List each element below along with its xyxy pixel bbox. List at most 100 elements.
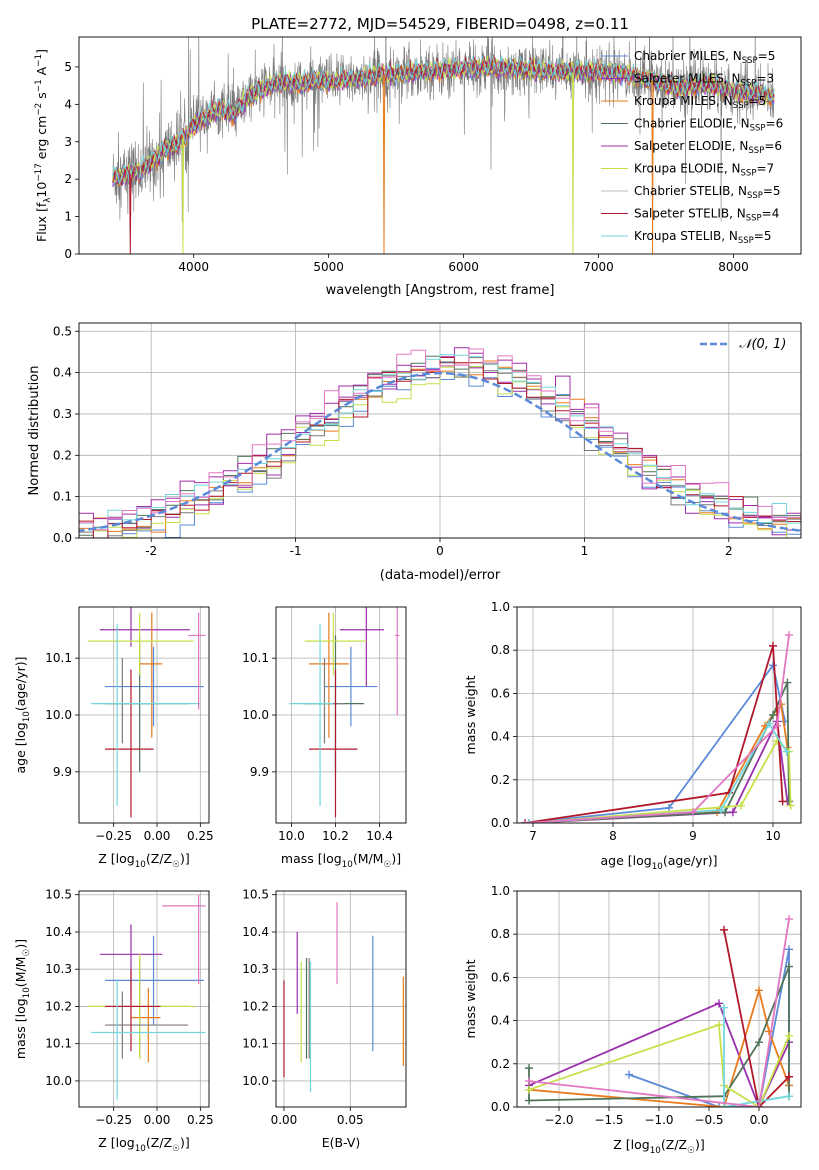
age_vs_mass-points (289, 607, 400, 818)
x-tick-label: 4000 (178, 260, 209, 274)
weight-marker (785, 915, 793, 924)
legend-label: Kroupa MILES, NSSP=5 (634, 94, 766, 111)
weight-marker (665, 803, 673, 812)
x-tick-label: 0.00 (144, 829, 171, 843)
y-tick-label: 0.0 (53, 531, 72, 545)
weight-marker (625, 1070, 633, 1079)
weight-line (723, 1007, 790, 1107)
weight-line (528, 721, 788, 823)
y-tick-label: 0 (64, 247, 72, 261)
x-tick-label: 0.25 (187, 1113, 214, 1127)
weight_vs_z-x-label: Z [log10​(Z/Z☉​)] (613, 1137, 704, 1156)
mass_vs_ebv-axes: 0.00 0.05 10.0 10.1 10.2 10.3 10.4 10.5 (242, 888, 406, 1127)
weight-marker (525, 1096, 533, 1105)
weight-marker (785, 631, 793, 640)
y-tick-label: 1.0 (491, 600, 510, 614)
y-tick-label: 9.9 (53, 765, 72, 779)
figure-title: PLATE=2772, MJD=54529, FIBERID=0498, z=0… (251, 15, 629, 33)
mass_vs_z-axes: −0.25 0.00 0.25 10.0 10.1 10.2 10.3 10.4 10.5 (45, 888, 213, 1127)
x-tick-label: 0.00 (271, 1113, 298, 1127)
weight-marker (785, 1072, 793, 1081)
y-tick-label: 10.0 (242, 708, 269, 722)
y-tick-label: 3 (64, 135, 72, 149)
model-line (112, 55, 775, 184)
age_vs_z-points (87, 607, 206, 818)
weight-marker (785, 962, 793, 971)
residual-histograms (79, 347, 801, 538)
spectrum-x-label: wavelength [Angstrom, rest frame] (326, 283, 555, 298)
y-tick-label: 1.0 (491, 884, 510, 898)
mass_vs_ebv-x-label: E(B-V) (322, 1135, 361, 1150)
y-tick-label: 9.9 (250, 765, 269, 779)
legend-label: Chabrier ELODIE, NSSP=6 (634, 117, 783, 134)
weight_vs_age-x-label: age [log10​(age/yr)] (600, 853, 717, 872)
x-tick-label: 8 (609, 829, 617, 843)
x-tick-label: 0.05 (337, 1113, 364, 1127)
age_vs_mass-axes: 10.0 10.2 10.4 9.9 10.0 10.1 (242, 607, 406, 843)
weight-marker (525, 1077, 533, 1086)
weight-marker (785, 945, 793, 954)
weight-marker (729, 808, 737, 817)
weight_vs_age-y-label: mass weight (463, 675, 478, 754)
weight-marker (769, 641, 777, 650)
weight-marker (737, 801, 745, 810)
weight-marker (720, 1003, 728, 1012)
weight-marker (782, 747, 791, 756)
x-tick-label: −1.5 (594, 1113, 623, 1127)
weight-marker (778, 797, 787, 806)
y-tick-label: 0.2 (53, 448, 72, 462)
residual-histogram (79, 348, 801, 538)
weight-marker (785, 1031, 793, 1040)
y-tick-label: 4 (64, 97, 72, 111)
age_vs_z-axes: −0.25 0.00 0.25 9.9 10.0 10.1 (45, 607, 214, 843)
mass_vs_z-x-label: Z [log10​(Z/Z☉​)] (98, 1135, 189, 1154)
x-tick-label: 6000 (448, 260, 479, 274)
x-tick-label: 0.0 (749, 1113, 768, 1127)
axes-frame (516, 606, 802, 824)
y-tick-label: 5 (64, 60, 72, 74)
age_vs_z-y-label: age [log10​(age/yr)] (13, 656, 32, 773)
weight_vs_age-lines (521, 631, 795, 823)
weight-marker (769, 711, 777, 719)
weight-marker (715, 1020, 723, 1029)
x-tick-label: 0.25 (187, 829, 214, 843)
y-tick-label: 0.0 (491, 1100, 510, 1114)
absorption-dip (181, 138, 185, 254)
axes-frame (78, 606, 210, 824)
y-tick-label: 10.0 (242, 1074, 269, 1088)
weight-marker (786, 801, 795, 810)
legend-label: Kroupa STELIB, NSSP=5 (634, 229, 772, 246)
x-tick-label: 0.00 (144, 1113, 171, 1127)
x-tick-label: 8000 (718, 260, 749, 274)
y-tick-label: 0.4 (491, 1014, 510, 1028)
y-tick-label: 10.5 (242, 888, 269, 902)
spectrum-axes: 4000 5000 6000 7000 8000 0 1 2 3 4 5 (64, 60, 748, 274)
legend-label: 𝒩(0, 1) (739, 337, 786, 352)
y-tick-label: 0.2 (491, 1057, 510, 1071)
x-tick-label: 10.2 (322, 829, 349, 843)
x-tick-label: -2 (145, 544, 157, 558)
x-tick-label: −0.25 (95, 829, 132, 843)
y-tick-label: 0.6 (491, 970, 510, 984)
weight-marker (525, 1064, 533, 1073)
axes-frame (78, 890, 210, 1108)
residual-x-label: (data-model)/error (380, 568, 501, 583)
axes-frame (78, 36, 802, 255)
x-tick-label: −0.25 (95, 1113, 132, 1127)
weight-line (524, 634, 790, 823)
weight_vs_z-y-label: mass weight (463, 959, 478, 1038)
legend-label: Chabrier STELIB, NSSP=5 (634, 184, 781, 201)
legend-label: Salpeter ELODIE, NSSP=6 (634, 139, 782, 156)
weight-marker (720, 1103, 728, 1107)
weight-line (528, 966, 790, 1102)
x-tick-label: -1 (290, 544, 302, 558)
y-tick-label: 10.1 (242, 1037, 269, 1051)
y-tick-label: 0.6 (491, 686, 510, 700)
weight-marker (765, 719, 773, 728)
x-tick-label: −1.0 (644, 1113, 673, 1127)
y-tick-label: 10.0 (45, 1074, 72, 1088)
legend-label: Salpeter MILES, NSSP=3 (634, 72, 774, 89)
y-tick-label: 0.8 (491, 927, 510, 941)
x-tick-label: −0.5 (694, 1113, 723, 1127)
weight-marker (521, 819, 529, 823)
